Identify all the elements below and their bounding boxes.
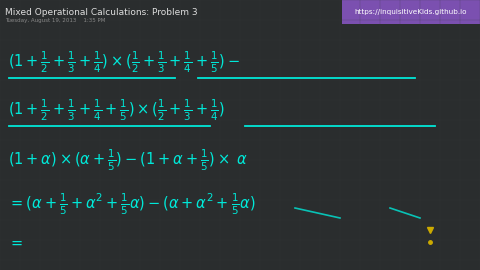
Text: $=(\alpha+\frac{1}{5}+\alpha^{2}+\frac{1}{5}\alpha) - (\alpha+\alpha^{2}+\frac{1: $=(\alpha+\frac{1}{5}+\alpha^{2}+\frac{1… [8, 192, 255, 217]
Text: Tuesday, August 19, 2013    1:35 PM: Tuesday, August 19, 2013 1:35 PM [5, 18, 106, 23]
FancyBboxPatch shape [342, 0, 480, 24]
Text: $(1+\frac{1}{2}+\frac{1}{3}+\frac{1}{4})\times(\frac{1}{2}+\frac{1}{3}+\frac{1}{: $(1+\frac{1}{2}+\frac{1}{3}+\frac{1}{4})… [8, 50, 240, 75]
Text: https://inquisitiveKids.github.io: https://inquisitiveKids.github.io [355, 9, 467, 15]
Text: Mixed Operational Calculations: Problem 3: Mixed Operational Calculations: Problem … [5, 8, 198, 17]
Text: $(1+\frac{1}{2}+\frac{1}{3}+\frac{1}{4}+\frac{1}{5})\times(\frac{1}{2}+\frac{1}{: $(1+\frac{1}{2}+\frac{1}{3}+\frac{1}{4}+… [8, 98, 225, 123]
Text: $(1+\alpha)\times(\alpha+\frac{1}{5}) - (1+\alpha+\frac{1}{5})\times\ \alpha$: $(1+\alpha)\times(\alpha+\frac{1}{5}) - … [8, 148, 248, 173]
Text: $=$: $=$ [8, 236, 24, 250]
